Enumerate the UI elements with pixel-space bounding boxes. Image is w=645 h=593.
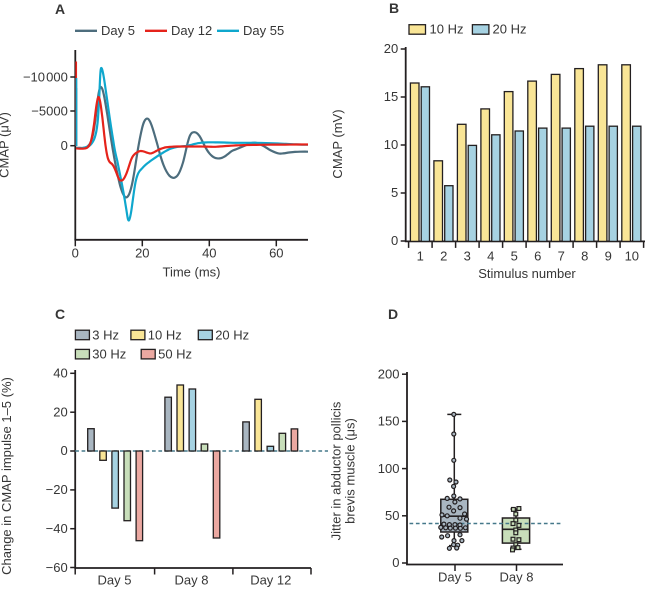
svg-text:50 Hz: 50 Hz [158, 347, 192, 362]
svg-text:20: 20 [53, 404, 67, 419]
svg-text:9: 9 [605, 248, 612, 263]
svg-text:Change in CMAP impulse 1–5 (%): Change in CMAP impulse 1–5 (%) [0, 377, 14, 575]
svg-text:B: B [389, 0, 399, 16]
svg-text:0: 0 [391, 233, 398, 248]
svg-text:−20: −20 [46, 482, 68, 497]
svg-text:8: 8 [581, 248, 588, 263]
svg-text:1: 1 [417, 248, 424, 263]
svg-text:5: 5 [391, 185, 398, 200]
svg-text:10: 10 [625, 248, 639, 263]
svg-text:Time (ms): Time (ms) [162, 264, 220, 279]
svg-text:Day 5: Day 5 [98, 573, 132, 588]
svg-text:60: 60 [269, 245, 283, 260]
svg-text:15: 15 [384, 89, 398, 104]
svg-text:Day 12: Day 12 [171, 23, 212, 38]
svg-text:Day 8: Day 8 [175, 573, 209, 588]
svg-text:100: 100 [378, 461, 400, 476]
svg-text:0: 0 [72, 245, 79, 260]
svg-text:Jitter in abductor pollicis: Jitter in abductor pollicis [329, 401, 344, 540]
svg-text:CMAP (mV): CMAP (mV) [330, 109, 345, 178]
svg-text:10 Hz: 10 Hz [430, 22, 464, 37]
svg-text:20 Hz: 20 Hz [493, 22, 527, 37]
svg-text:Stimulus number: Stimulus number [478, 266, 576, 281]
svg-text:CMAP (μV): CMAP (μV) [0, 112, 12, 178]
svg-text:Day 5: Day 5 [101, 23, 135, 38]
svg-text:20: 20 [135, 245, 149, 260]
svg-text:0: 0 [392, 555, 399, 570]
svg-text:C: C [55, 306, 65, 322]
svg-text:40: 40 [53, 366, 67, 381]
svg-text:3: 3 [464, 248, 471, 263]
svg-text:10: 10 [384, 137, 398, 152]
svg-text:−40: −40 [46, 521, 68, 536]
svg-text:0: 0 [60, 443, 67, 458]
svg-text:20: 20 [384, 41, 398, 56]
svg-text:0: 0 [61, 138, 68, 153]
svg-text:Day 8: Day 8 [500, 570, 534, 585]
svg-text:40: 40 [202, 245, 216, 260]
svg-text:2: 2 [440, 248, 447, 263]
svg-text:Day 12: Day 12 [250, 573, 291, 588]
svg-text:−60: −60 [46, 560, 68, 575]
svg-text:10 Hz: 10 Hz [148, 327, 182, 342]
svg-text:D: D [388, 306, 398, 322]
svg-text:6: 6 [534, 248, 541, 263]
svg-text:brevis muscle (μs): brevis muscle (μs) [343, 418, 358, 524]
svg-text:−10 000: −10 000 [23, 69, 68, 84]
svg-text:3 Hz: 3 Hz [92, 327, 119, 342]
svg-text:A: A [55, 1, 65, 17]
svg-text:Day 5: Day 5 [438, 570, 472, 585]
svg-text:50: 50 [385, 508, 399, 523]
svg-text:−5000: −5000 [31, 103, 68, 118]
svg-text:150: 150 [378, 414, 400, 429]
svg-text:200: 200 [378, 366, 400, 381]
svg-text:7: 7 [558, 248, 565, 263]
svg-text:30 Hz: 30 Hz [92, 347, 126, 362]
svg-text:20 Hz: 20 Hz [215, 327, 249, 342]
svg-text:Day 55: Day 55 [243, 23, 284, 38]
svg-text:4: 4 [487, 248, 494, 263]
svg-text:5: 5 [511, 248, 518, 263]
